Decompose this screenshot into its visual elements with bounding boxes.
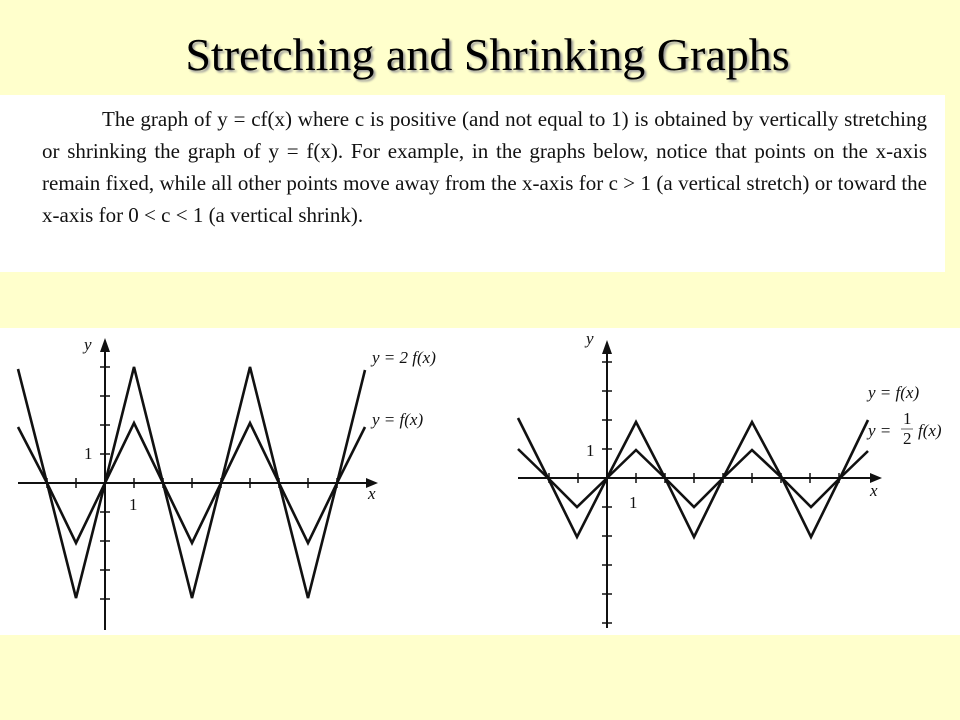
arrow	[602, 340, 612, 354]
curve-label: y =	[866, 421, 891, 440]
curve-half-f	[517, 448, 869, 509]
curve-label: y = f(x)	[370, 410, 423, 429]
fraction-numerator: 1	[903, 409, 912, 428]
curve-label: y = 2 f(x)	[370, 348, 436, 367]
graphs: y x 1 1 y = 2 f(x) y = f(x) y x 1 1 y = …	[0, 328, 960, 635]
curve-2f	[16, 366, 367, 599]
arrow	[100, 338, 110, 352]
graph-left: y x 1 1 y = 2 f(x) y = f(x)	[16, 335, 436, 630]
x-unit: 1	[629, 493, 638, 512]
x-axis-label: x	[367, 484, 376, 503]
curve-label: y = f(x)	[866, 383, 919, 402]
fraction-denominator: 2	[903, 429, 912, 448]
graph-right: y x 1 1 y = f(x) y = 1 2 f(x)	[516, 329, 942, 628]
y-axis-label: y	[584, 329, 594, 348]
arrow	[870, 473, 882, 483]
y-unit: 1	[586, 441, 595, 460]
graph-area	[0, 328, 960, 635]
paragraph: The graph of y = cf(x) where c is positi…	[0, 95, 945, 272]
curve-f	[16, 420, 367, 546]
y-unit: 1	[84, 444, 93, 463]
arrow	[366, 478, 378, 488]
slide-title: Stretching and Shrinking Graphs	[185, 29, 790, 80]
curve-f	[516, 417, 870, 540]
curve-label: f(x)	[918, 421, 942, 440]
x-axis-label: x	[869, 481, 878, 500]
y-axis-label: y	[82, 335, 92, 354]
x-unit: 1	[129, 495, 138, 514]
